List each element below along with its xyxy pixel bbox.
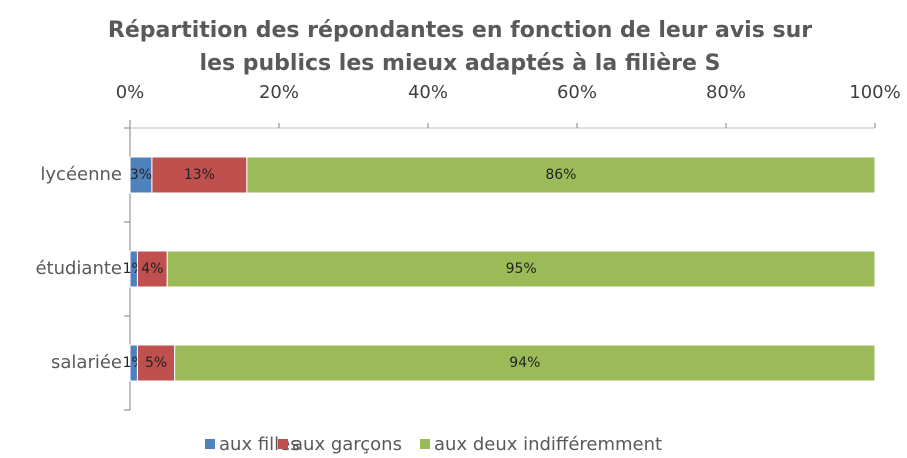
bar (174, 344, 876, 382)
legend-swatch (205, 439, 215, 449)
x-tick-label: 100% (849, 82, 900, 103)
y-tick-label: lycéenne (40, 164, 122, 185)
x-tick-label: 40% (408, 82, 448, 103)
bar (246, 156, 876, 194)
legend-label: aux deux indifféremment (434, 434, 662, 455)
y-tick-label: salariée (51, 352, 122, 373)
x-tick-label: 60% (557, 82, 597, 103)
x-tick-label: 20% (259, 82, 299, 103)
bar (166, 250, 876, 288)
bar (136, 344, 176, 382)
legend-swatch (420, 439, 430, 449)
data-label: 13% (184, 167, 215, 183)
data-label: 94% (509, 355, 540, 371)
y-tick-label: étudiante (35, 258, 122, 279)
legend-label: aux garçons (292, 434, 402, 455)
data-label: 5% (145, 355, 167, 371)
legend-swatch (278, 439, 288, 449)
x-tick-label: 0% (116, 82, 145, 103)
data-label: 95% (506, 261, 537, 277)
x-tick-label: 80% (706, 82, 746, 103)
chart-title: Répartition des répondantes en fonction … (107, 18, 813, 76)
data-label: 86% (545, 167, 576, 183)
data-label: 3% (130, 167, 152, 183)
data-label: 4% (141, 261, 163, 277)
